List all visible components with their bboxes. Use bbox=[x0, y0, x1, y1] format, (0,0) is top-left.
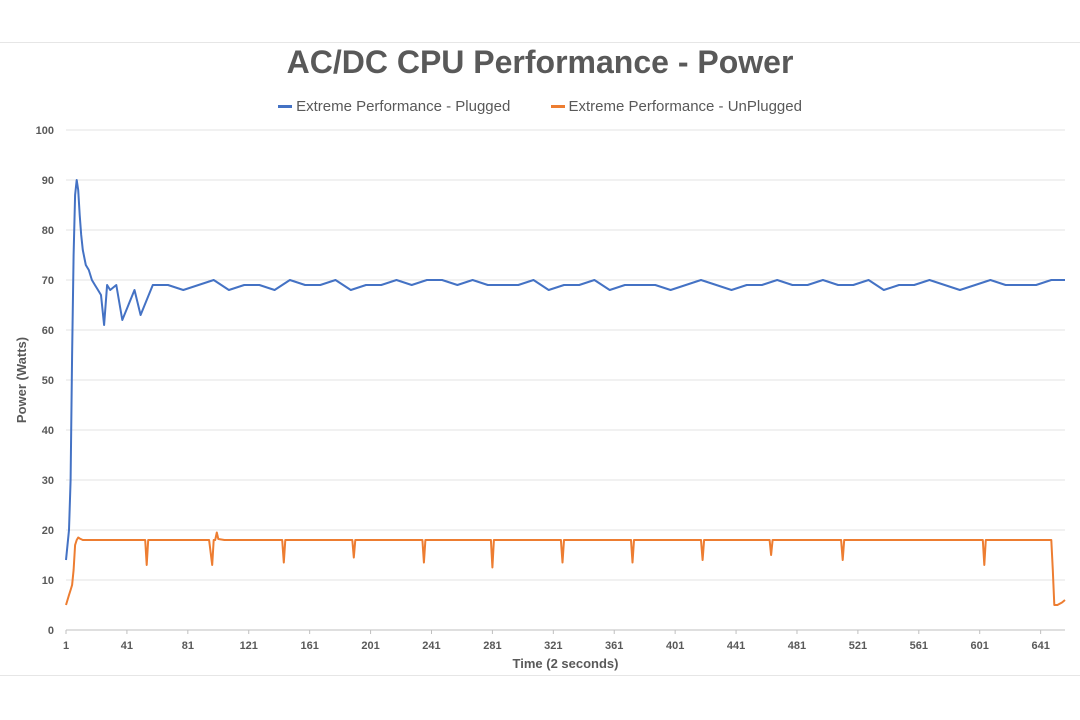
series-lines bbox=[65, 179, 1066, 606]
x-tick-label: 441 bbox=[727, 640, 745, 652]
chart-frame bbox=[0, 42, 1080, 676]
x-axis-title: Time (2 seconds) bbox=[513, 656, 619, 671]
y-tick-label: 90 bbox=[42, 175, 54, 187]
x-tick-label: 41 bbox=[121, 640, 133, 652]
y-tick-label: 70 bbox=[42, 275, 54, 287]
x-tick-label: 561 bbox=[910, 640, 928, 652]
x-tick-label: 121 bbox=[240, 640, 258, 652]
y-tick-label: 60 bbox=[42, 325, 54, 337]
legend-label-unplugged: Extreme Performance - UnPlugged bbox=[568, 98, 802, 115]
legend-swatch-unplugged bbox=[550, 105, 565, 108]
y-axis-title: Power (Watts) bbox=[14, 337, 29, 423]
x-tick-label: 81 bbox=[182, 640, 194, 652]
y-tick-labels: 0 10 20 30 40 50 60 70 80 90 100 bbox=[36, 125, 54, 637]
grid-lines bbox=[65, 129, 1065, 634]
y-tick-label: 40 bbox=[42, 425, 54, 437]
y-tick-label: 100 bbox=[36, 125, 54, 137]
y-tick-label: 30 bbox=[42, 475, 54, 487]
y-tick-label: 0 bbox=[48, 625, 54, 637]
x-tick-label: 281 bbox=[483, 640, 501, 652]
series-line-1 bbox=[65, 531, 1066, 606]
legend-swatch-plugged bbox=[278, 105, 293, 108]
y-tick-label: 80 bbox=[42, 225, 54, 237]
x-tick-label: 361 bbox=[605, 640, 623, 652]
x-tick-label: 321 bbox=[544, 640, 562, 652]
x-tick-labels: 1 41 81 121 161 201 241 281 321 361 401 441 481 521 56… bbox=[63, 640, 1050, 652]
legend-item-unplugged: Extreme Performance - UnPlugged bbox=[550, 98, 802, 115]
x-tick-label: 241 bbox=[422, 640, 440, 652]
legend: Extreme Performance - Plugged Extreme Pe… bbox=[0, 95, 1080, 115]
series-line-0 bbox=[65, 179, 1065, 561]
y-tick-label: 20 bbox=[42, 525, 54, 537]
x-tick-label: 201 bbox=[361, 640, 379, 652]
legend-item-plugged: Extreme Performance - Plugged bbox=[278, 98, 510, 115]
x-tick-label: 161 bbox=[300, 640, 318, 652]
x-tick-label: 521 bbox=[849, 640, 867, 652]
legend-label-plugged: Extreme Performance - Plugged bbox=[296, 98, 511, 115]
x-tick-label: 1 bbox=[63, 640, 69, 652]
x-tick-label: 401 bbox=[666, 640, 684, 652]
x-tick-label: 481 bbox=[788, 640, 806, 652]
y-tick-label: 10 bbox=[42, 575, 54, 587]
x-tick-label: 601 bbox=[971, 640, 989, 652]
x-tick-label: 641 bbox=[1031, 640, 1049, 652]
y-tick-label: 50 bbox=[42, 375, 54, 387]
chart-title: AC/DC CPU Performance - Power bbox=[286, 44, 794, 80]
